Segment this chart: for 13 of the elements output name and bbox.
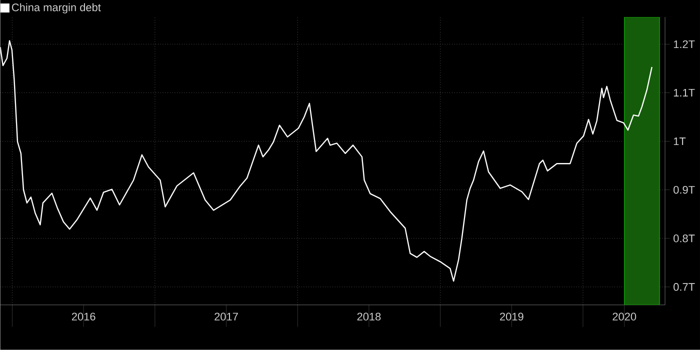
x-tick-label: 2020: [612, 312, 636, 321]
line-series: [0, 40, 653, 282]
y-tick-label: 1T: [674, 138, 686, 146]
x-tick-label: 2018: [357, 312, 381, 321]
y-tick-label: 0.8T: [674, 234, 695, 242]
x-tick-label: 2017: [214, 312, 238, 321]
y-tick-label: 1.2T: [674, 40, 695, 48]
legend-label: China margin debt: [12, 3, 101, 14]
y-tick-label: 1.1T: [674, 89, 695, 97]
x-tick-label: 2016: [72, 312, 96, 321]
y-tick-label: 0.9T: [674, 186, 695, 194]
y-tick-label: 0.7T: [674, 283, 695, 291]
x-tick-label: 2019: [500, 312, 524, 321]
